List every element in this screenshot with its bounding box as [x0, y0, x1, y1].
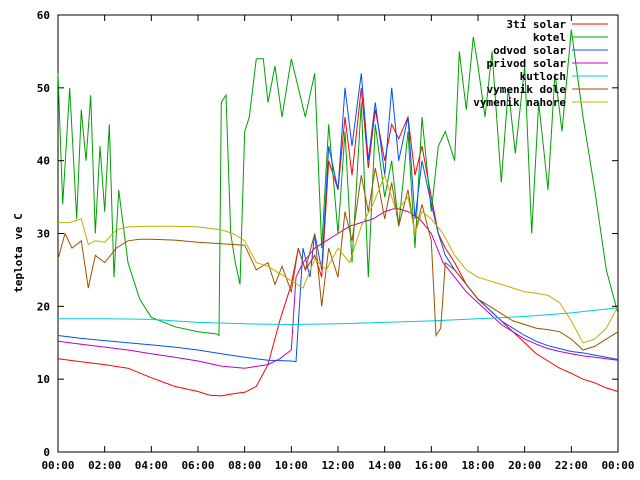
- legend-label: kutloch: [520, 70, 566, 83]
- series-layer: [57, 29, 619, 397]
- x-tick-label: 00:00: [601, 459, 634, 472]
- x-tick-label: 12:00: [321, 459, 354, 472]
- x-tick-label: 10:00: [275, 459, 308, 472]
- series-line-5: [58, 307, 619, 326]
- y-tick-label: 60: [37, 9, 50, 22]
- x-tick-label: 14:00: [368, 459, 401, 472]
- series-line-3: [57, 73, 619, 363]
- x-tick-label: 08:00: [228, 459, 261, 472]
- y-axis-ticks: 0 10 20 30 40 50 60: [37, 9, 618, 459]
- x-tick-label: 16:00: [415, 459, 448, 472]
- y-tick-label: 40: [37, 155, 50, 168]
- y-tick-label: 30: [37, 228, 50, 241]
- legend-label: vymenik nahore: [473, 96, 566, 109]
- legend-label: 3ti solar: [506, 18, 566, 31]
- x-tick-label: 22:00: [555, 459, 588, 472]
- x-tick-label: 00:00: [41, 459, 74, 472]
- x-tick-label: 06:00: [181, 459, 214, 472]
- legend-label: odvod solar: [493, 44, 566, 57]
- series-line-4: [57, 207, 619, 369]
- series-line-6: [57, 167, 619, 351]
- y-tick-label: 20: [37, 300, 50, 313]
- y-axis-label: teplota ve C: [12, 213, 25, 292]
- series-line-1: [57, 87, 619, 397]
- legend-label: privod solar: [487, 57, 567, 70]
- series-line-7: [58, 173, 619, 344]
- series-line-2: [57, 29, 619, 337]
- x-axis-ticks: 00:00 02:00 04:00 06:00 08:00 10:00 12:00 14:00…: [41, 15, 635, 472]
- x-tick-label: 04:00: [135, 459, 168, 472]
- x-tick-label: 02:00: [88, 459, 121, 472]
- y-tick-label: 10: [37, 373, 50, 386]
- y-tick-label: 50: [37, 82, 50, 95]
- x-tick-label: 20:00: [508, 459, 541, 472]
- x-tick-label: 18:00: [461, 459, 494, 472]
- legend-label: vymenik dole: [487, 83, 567, 96]
- legend-label: kotel: [533, 31, 566, 44]
- y-tick-label: 0: [43, 446, 50, 459]
